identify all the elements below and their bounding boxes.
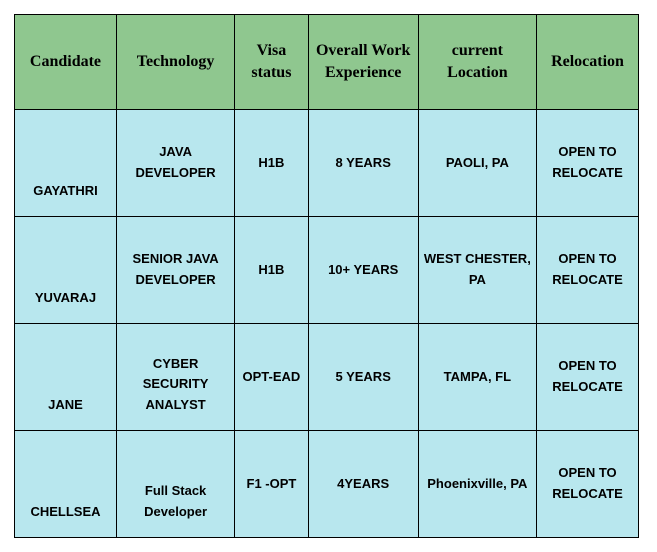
- table-row: CHELLSEA Full Stack Developer F1 -OPT 4Y…: [15, 431, 639, 538]
- cell-experience: 8 YEARS: [308, 110, 418, 217]
- cell-relocation: OPEN TO RELOCATE: [537, 324, 639, 431]
- col-candidate: Candidate: [15, 15, 117, 110]
- cell-candidate: JANE: [15, 324, 117, 431]
- table-row: YUVARAJ SENIOR JAVA DEVELOPER H1B 10+ YE…: [15, 217, 639, 324]
- cell-experience: 10+ YEARS: [308, 217, 418, 324]
- header-row: Candidate Technology Visa status Overall…: [15, 15, 639, 110]
- col-visa: Visa status: [235, 15, 308, 110]
- candidates-table: Candidate Technology Visa status Overall…: [14, 14, 639, 538]
- col-technology: Technology: [116, 15, 234, 110]
- cell-technology: SENIOR JAVA DEVELOPER: [116, 217, 234, 324]
- cell-experience: 5 YEARS: [308, 324, 418, 431]
- cell-relocation: OPEN TO RELOCATE: [537, 110, 639, 217]
- cell-candidate: YUVARAJ: [15, 217, 117, 324]
- cell-relocation: OPEN TO RELOCATE: [537, 217, 639, 324]
- cell-technology: Full Stack Developer: [116, 431, 234, 538]
- cell-visa: OPT-EAD: [235, 324, 308, 431]
- cell-visa: F1 -OPT: [235, 431, 308, 538]
- table-row: GAYATHRI JAVA DEVELOPER H1B 8 YEARS PAOL…: [15, 110, 639, 217]
- cell-location: TAMPA, FL: [418, 324, 536, 431]
- cell-candidate: CHELLSEA: [15, 431, 117, 538]
- col-experience: Overall Work Experience: [308, 15, 418, 110]
- cell-location: PAOLI, PA: [418, 110, 536, 217]
- cell-location: WEST CHESTER, PA: [418, 217, 536, 324]
- cell-experience: 4YEARS: [308, 431, 418, 538]
- cell-location: Phoenixville, PA: [418, 431, 536, 538]
- cell-visa: H1B: [235, 217, 308, 324]
- cell-technology: CYBER SECURITY ANALYST: [116, 324, 234, 431]
- cell-relocation: OPEN TO RELOCATE: [537, 431, 639, 538]
- col-location: current Location: [418, 15, 536, 110]
- col-relocation: Relocation: [537, 15, 639, 110]
- cell-visa: H1B: [235, 110, 308, 217]
- cell-candidate: GAYATHRI: [15, 110, 117, 217]
- cell-technology: JAVA DEVELOPER: [116, 110, 234, 217]
- table-row: JANE CYBER SECURITY ANALYST OPT-EAD 5 YE…: [15, 324, 639, 431]
